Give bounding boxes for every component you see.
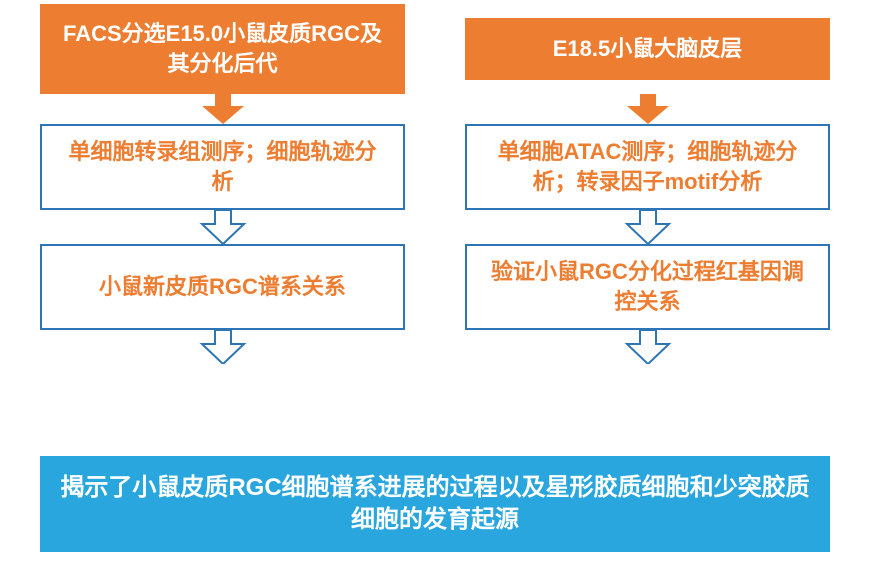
left-bot-text: 小鼠新皮质RGC谱系关系 <box>99 272 346 302</box>
arrow-hollow-right-3 <box>623 330 673 364</box>
arrow-hollow-right-2 <box>623 210 673 244</box>
right-bot-text: 验证小鼠RGC分化过程红基因调控关系 <box>485 257 810 316</box>
left-bot-box: 小鼠新皮质RGC谱系关系 <box>40 244 405 330</box>
bottom-box: 揭示了小鼠皮质RGC细胞谱系进展的过程以及星形胶质细胞和少突胶质细胞的发育起源 <box>40 456 830 552</box>
two-columns: FACS分选E15.0小鼠皮质RGC及其分化后代 单细胞转录组测序；细胞轨迹分析… <box>40 4 830 456</box>
arrow-hollow-left-3 <box>198 330 248 364</box>
left-mid-text: 单细胞转录组测序；细胞轨迹分析 <box>60 137 385 196</box>
right-top-text: E18.5小鼠大脑皮层 <box>553 34 743 64</box>
flowchart-container: FACS分选E15.0小鼠皮质RGC及其分化后代 单细胞转录组测序；细胞轨迹分析… <box>0 0 870 566</box>
right-mid-box: 单细胞ATAC测序；细胞轨迹分析；转录因子motif分析 <box>465 124 830 210</box>
right-column: E18.5小鼠大脑皮层 单细胞ATAC测序；细胞轨迹分析；转录因子motif分析… <box>465 4 830 456</box>
arrow-solid-right-1 <box>623 94 673 124</box>
arrow-solid-left-1 <box>198 94 248 124</box>
right-bot-box: 验证小鼠RGC分化过程红基因调控关系 <box>465 244 830 330</box>
left-top-box: FACS分选E15.0小鼠皮质RGC及其分化后代 <box>40 4 405 94</box>
left-mid-box: 单细胞转录组测序；细胞轨迹分析 <box>40 124 405 210</box>
bottom-text: 揭示了小鼠皮质RGC细胞谱系进展的过程以及星形胶质细胞和少突胶质细胞的发育起源 <box>60 472 810 537</box>
right-top-box: E18.5小鼠大脑皮层 <box>465 18 830 80</box>
left-top-text: FACS分选E15.0小鼠皮质RGC及其分化后代 <box>60 19 385 78</box>
left-column: FACS分选E15.0小鼠皮质RGC及其分化后代 单细胞转录组测序；细胞轨迹分析… <box>40 4 405 456</box>
arrow-hollow-left-2 <box>198 210 248 244</box>
right-mid-text: 单细胞ATAC测序；细胞轨迹分析；转录因子motif分析 <box>485 137 810 196</box>
